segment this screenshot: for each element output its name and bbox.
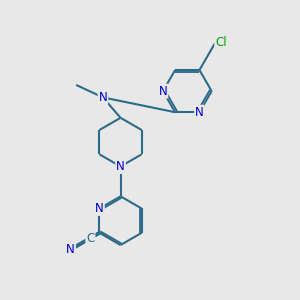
Text: N: N	[116, 160, 125, 173]
Text: N: N	[66, 243, 75, 256]
Text: N: N	[159, 85, 167, 98]
Text: C: C	[86, 232, 94, 245]
Text: N: N	[195, 106, 204, 119]
Text: N: N	[98, 91, 107, 104]
Text: Cl: Cl	[215, 36, 227, 49]
Text: N: N	[95, 202, 104, 215]
